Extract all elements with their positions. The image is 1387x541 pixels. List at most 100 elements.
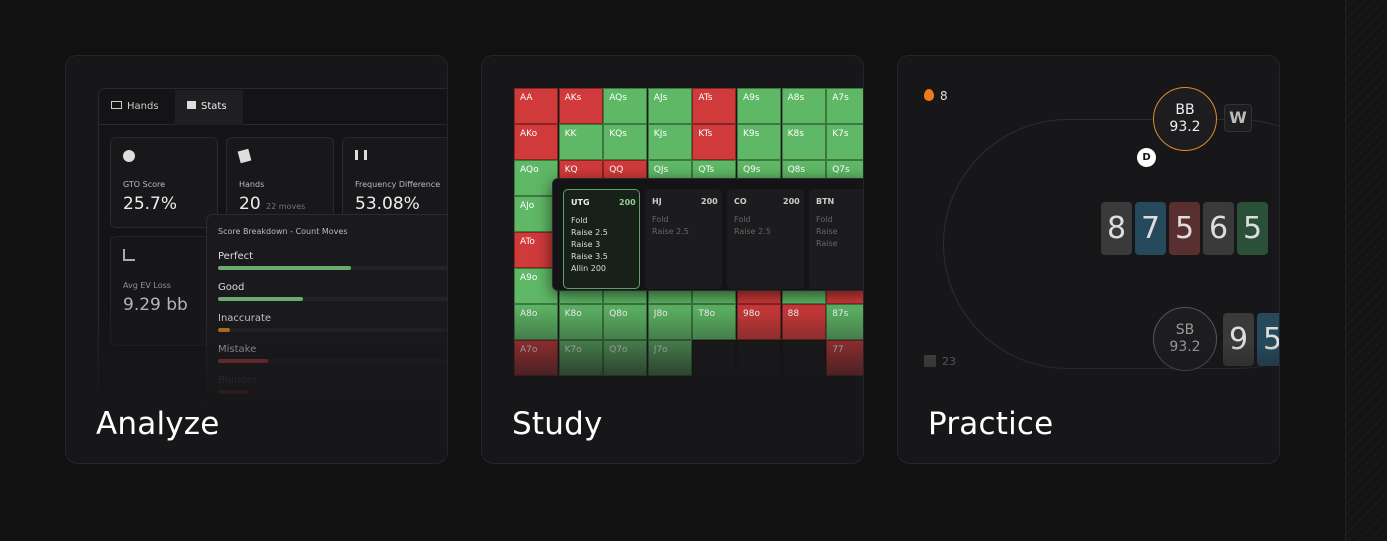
cell-label: AKo: [520, 129, 538, 139]
range-cell: AQs: [603, 88, 648, 124]
cell-label: KK: [564, 129, 577, 139]
cell-label: AQo: [520, 165, 539, 175]
stack: 200: [619, 198, 636, 207]
cell-label: KJs: [653, 129, 668, 139]
action: Raise: [816, 227, 838, 236]
range-cell: AA: [514, 88, 558, 124]
range-cell: KQs: [603, 124, 648, 160]
tab-label: Hands: [127, 101, 159, 112]
position-popup: UTG 200 Fold Raise 2.5 Raise 3 Raise 3.5 Allin…: [552, 178, 863, 291]
cell-label: QQ: [609, 165, 624, 175]
range-cell: ATo: [514, 232, 558, 268]
fade: [482, 303, 863, 463]
popup-title: Score Breakdown - Count Moves: [218, 227, 348, 236]
cell-label: Q8s: [787, 165, 806, 175]
playing-card: 5: [1169, 202, 1200, 255]
stat-value: 25.7%: [123, 194, 178, 214]
stack: 200: [701, 197, 718, 206]
playing-card: 7: [1135, 202, 1166, 255]
tab-label: Stats: [201, 101, 227, 112]
dealer-button: D: [1137, 148, 1156, 167]
cell-label: AJs: [653, 93, 668, 103]
action: Fold: [652, 215, 669, 224]
stat-label: GTO Score: [123, 180, 166, 189]
action: Raise 2.5: [734, 227, 771, 236]
cell-label: A9o: [520, 273, 538, 283]
action: Fold: [734, 215, 751, 224]
cell-label: QTs: [698, 165, 715, 175]
range-cell: A9s: [737, 88, 781, 124]
fade: [898, 343, 1279, 463]
cell-label: KTs: [698, 129, 713, 139]
analyze-card[interactable]: Hands Stats GTO Score 25.7% Hands 20 22 …: [65, 55, 448, 464]
pie-icon: [123, 150, 135, 162]
range-cell: AKo: [514, 124, 558, 160]
tab-bar: [99, 89, 447, 125]
action: Raise: [816, 239, 838, 248]
playing-card: 6: [1203, 202, 1234, 255]
card-title: Practice: [928, 406, 1054, 442]
playing-card: 8: [1101, 202, 1132, 255]
cell-label: ATo: [520, 237, 535, 247]
range-cell: ATs: [692, 88, 737, 124]
cards-icon: [237, 148, 252, 164]
cell-label: AKs: [564, 93, 582, 103]
seat-label: SB: [1175, 322, 1195, 338]
playing-card: 5: [1237, 202, 1268, 255]
breakdown-bar: [218, 297, 303, 301]
card-title: Study: [512, 406, 603, 442]
position: HJ: [652, 197, 662, 206]
breakdown-label: Perfect: [218, 251, 254, 262]
position-column: UTG 200 Fold Raise 2.5 Raise 3 Raise 3.5 Allin…: [563, 189, 657, 289]
range-cell: K8s: [781, 124, 826, 160]
action: Raise 3: [571, 240, 601, 249]
position-column: HJ 200 Fold Raise 2.5: [645, 189, 722, 289]
cell-label: K9s: [743, 129, 760, 139]
stat-value: 53.08%: [355, 194, 420, 214]
action: Raise 3.5: [571, 252, 608, 261]
action: Fold: [571, 216, 588, 225]
stat-box: GTO Score 25.7%: [110, 137, 218, 228]
action: Allin 200: [571, 264, 607, 273]
ev-icon: [123, 249, 135, 261]
card-title: Analyze: [96, 406, 220, 442]
stat-label: Frequency Difference: [355, 180, 441, 189]
tab-active[interactable]: Stats: [175, 90, 243, 125]
table-icon: [111, 101, 122, 109]
breakdown-label: Good: [218, 282, 245, 293]
position: BTN: [816, 197, 835, 206]
position-column: CO 200 Fold Raise 2.5: [727, 189, 804, 289]
stat-label: Hands: [239, 180, 265, 189]
breakdown-bar: [218, 266, 351, 270]
cell-label: K8s: [787, 129, 804, 139]
cell-label: A9s: [743, 93, 760, 103]
stat-label: Avg EV Loss: [123, 281, 171, 290]
cell-label: QJs: [653, 165, 669, 175]
action: Raise 2.5: [652, 227, 689, 236]
range-cell: KJs: [647, 124, 692, 160]
cell-label: K7s: [832, 129, 849, 139]
position: UTG: [571, 198, 590, 207]
cell-label: Q9s: [743, 165, 761, 175]
cell-label: KQ: [564, 165, 578, 175]
tab[interactable]: Hands: [111, 101, 159, 112]
stat-value: 20: [239, 194, 261, 214]
cell-label: A8s: [787, 93, 805, 103]
logo: W: [1224, 104, 1252, 132]
cell-label: Q7s: [832, 165, 850, 175]
range-cell: AJs: [647, 88, 692, 124]
action: Raise 2.5: [571, 228, 608, 237]
study-card[interactable]: AA AKs AQs AJs ATs A9s A8s A7s AKo KK KQs KJs KTs K9s…: [481, 55, 864, 464]
range-cell: KTs: [692, 124, 737, 160]
range-cell: K7s: [826, 124, 863, 160]
side-strip: [1345, 0, 1387, 541]
cell-label: KQs: [609, 129, 627, 139]
track: [218, 297, 447, 301]
range-cell: A8s: [781, 88, 826, 124]
stat-box: Frequency Difference 53.08%: [342, 137, 447, 228]
cell-label: AJo: [520, 201, 535, 211]
cell-label: ATs: [698, 93, 713, 103]
position-column: BTN Fold Raise Raise: [809, 189, 863, 289]
